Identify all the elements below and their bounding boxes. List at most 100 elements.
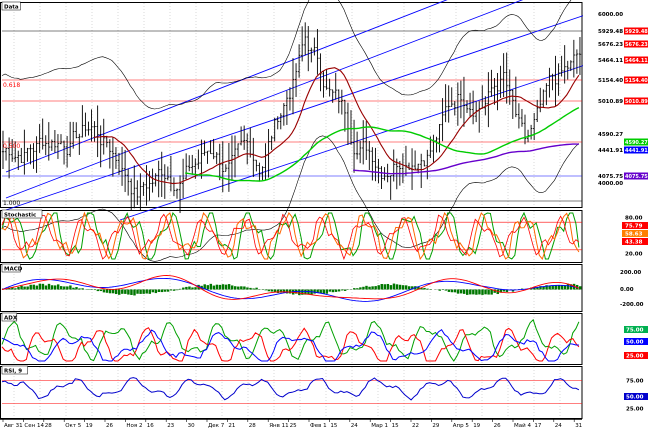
macd-hist-bar [557,284,561,290]
macd-hist-bar [72,287,75,290]
x-axis-label: Апр 5 [453,423,470,429]
macd-hist-bar [99,289,103,292]
adx-title-box[interactable] [1,312,18,322]
macd-hist-bar [276,289,280,293]
macd-hist-bar [288,289,292,294]
stoch-axis-tag [622,230,648,237]
macd-hist-bar [249,287,252,290]
macd-hist-bar [420,287,423,290]
macd-hist-bar [14,288,17,290]
macd-hist-bar [356,288,359,290]
macd-hist-bar [179,288,182,290]
macd-hist-bar [389,285,393,290]
x-axis-label: 22 [412,423,419,429]
macd-hist-bar [426,288,429,290]
macd-hist-bar [313,289,316,294]
price-axis-tag-label: 5676.23 [625,42,648,48]
channel-line [5,0,448,173]
stoch-d-line [1,211,580,261]
rsi-title-box[interactable] [1,365,28,375]
macd-hist-bar [185,286,188,290]
price-axis-tag [624,97,648,105]
adx-pane[interactable] [0,313,583,365]
macd-hist-bar [212,285,216,290]
price-axis-tag [624,138,648,146]
macd-pane[interactable] [0,264,583,312]
macd-hist-bar [542,286,545,290]
macd-hist-bar [502,289,506,292]
price-axis-label: 5929.48 [598,29,623,35]
macd-hist-bar [151,289,155,293]
macd-hist-bar [142,289,145,294]
x-axis-label: 26 [494,423,501,429]
price-axis-tag-label: 4590.27 [625,140,648,146]
macd-hist-bar [469,289,472,295]
x-axis-label: Дек 7 [208,423,225,429]
price-axis-tag-label: 5464.11 [625,58,648,64]
macd-hist-bar [108,289,112,294]
macd-hist-bar [203,284,206,290]
macd-hist-bar [548,285,551,290]
macd-hist-bar [392,283,396,290]
rsi-axis-label: 25.00 [626,407,644,413]
macd-axis-label: -200.00 [620,302,644,308]
macd-hist-bar [481,289,484,295]
fib-label-1000: 1.000 [3,200,20,207]
x-axis-label: Окт 5 [65,423,82,429]
macd-hist-bar [359,287,362,290]
price-axis-tag-label: 5010.89 [625,99,648,105]
stoch-title-box[interactable] [1,209,43,219]
price-pane[interactable] [0,2,583,208]
macd-hist-bar [383,284,387,290]
x-axis[interactable] [0,419,650,429]
channel-line [119,59,601,221]
price-title: Data [4,5,19,11]
macd-hist-bar [411,286,414,290]
macd-hist-bar [53,285,57,290]
macd-title-box[interactable] [1,263,21,273]
macd-hist-bar [453,289,457,293]
x-axis-label: 19 [473,423,480,429]
macd-hist-bar [398,284,402,290]
channel-line [5,9,601,211]
macd-hist-bar [102,289,106,293]
macd-hist-bar [371,286,374,290]
price-axis-label: 6000.00 [598,12,623,18]
stoch-title: Stochastic [4,213,36,219]
adx-axis-tag [624,352,648,359]
macd-hist-bar [160,289,164,293]
price-axis-tag-label: 5929.48 [625,29,648,35]
stoch-axis-label: 20.00 [625,252,643,258]
macd-title: MACD [4,267,23,273]
macd-hist-bar [56,284,60,290]
macd-hist-bar [252,288,255,290]
bollinger-upper [1,0,572,110]
stoch-axis-tag [622,222,648,229]
price-axis-label: 5676.23 [598,42,623,48]
adx-plus-line [1,318,580,362]
macd-hist-bar [353,288,356,290]
price-axis-label: 4441.91 [598,148,623,154]
x-axis-label: 26 [106,423,113,429]
macd-hist-bar [148,289,151,294]
x-axis-label: Май 4 [514,422,531,429]
x-axis-label: Янв 11 [269,423,288,429]
macd-hist-bar [279,289,283,293]
price-title-box[interactable] [1,1,21,11]
macd-hist-bar [511,289,515,292]
macd-hist-bar [166,289,170,292]
x-axis-label: Авг 31 [4,423,23,429]
macd-hist-bar [316,289,319,294]
macd-hist-bar [475,289,478,295]
x-axis-label: 17 [534,423,541,429]
macd-hist-bar [282,289,286,293]
adx-title: ADX [4,316,18,322]
macd-hist-bar [301,289,304,295]
adx-axis-tag [624,338,648,345]
macd-hist-bar [563,285,567,290]
rsi-axis-label: 50.00 [626,395,644,401]
macd-hist-bar [408,286,411,290]
macd-hist-bar [569,284,573,290]
macd-hist-bar [450,289,454,293]
